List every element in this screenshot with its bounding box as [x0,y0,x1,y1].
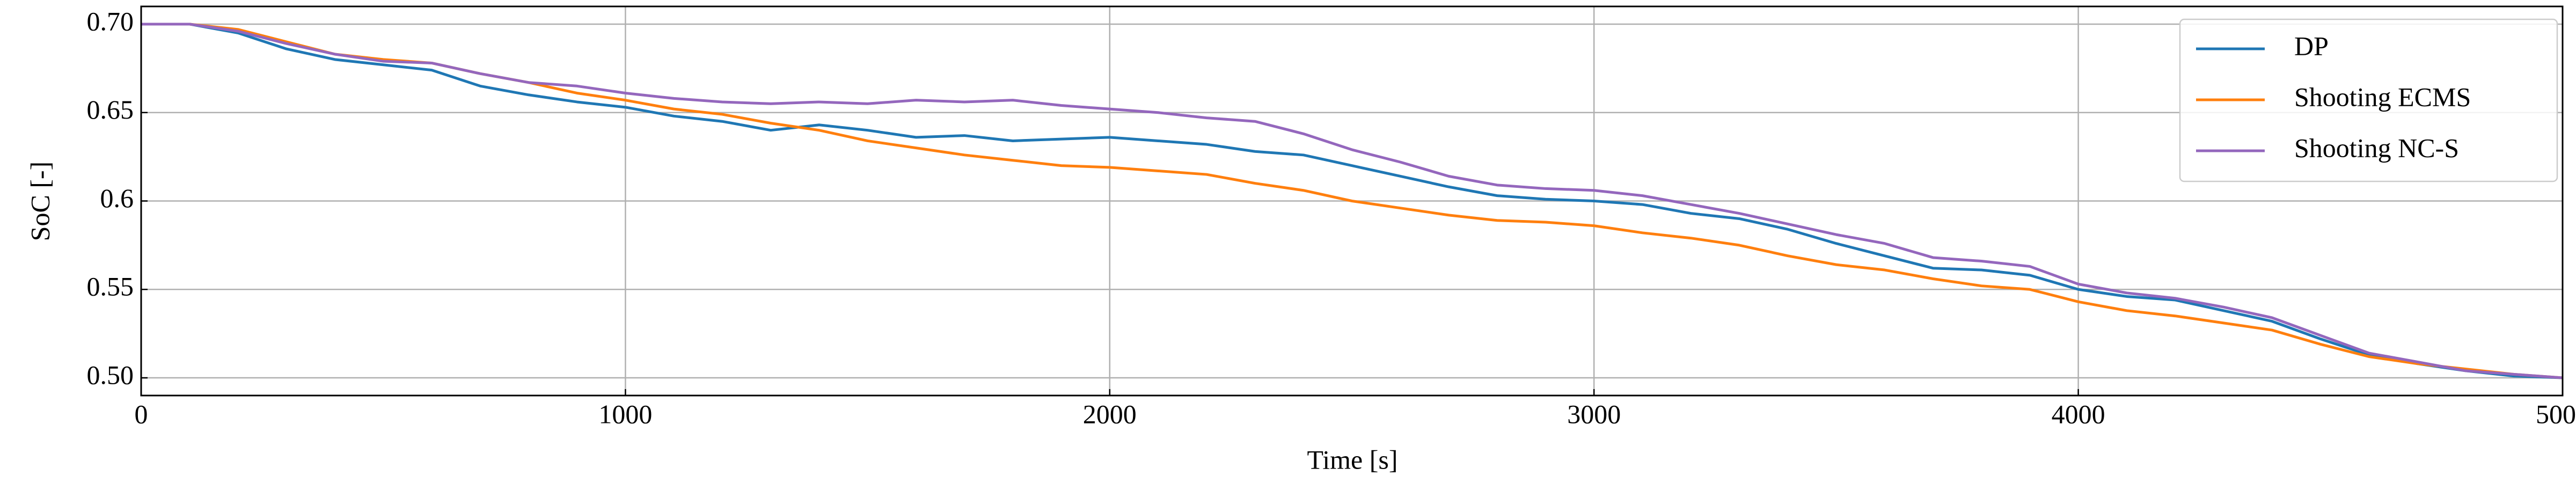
series-line [141,23,2563,379]
series-line [141,23,2563,379]
series-line [141,23,2563,379]
y-tick-label: 0.70 [87,6,134,36]
x-tick-label: 4000 [2052,399,2105,429]
plot-frame [140,5,2564,397]
y-tick-label: 0.6 [100,183,134,213]
legend-label: DP [2294,31,2329,61]
legend-label: Shooting ECMS [2294,82,2471,112]
x-axis-label: Time [s] [1307,444,1397,474]
x-tick-label: 0 [135,399,148,429]
x-tick-label: 5000 [2536,399,2576,429]
y-axis-label: SoC [-] [25,162,55,241]
y-tick-label: 0.65 [87,94,134,125]
legend-label: Shooting NC-S [2294,133,2459,163]
x-tick-label: 2000 [1083,399,1137,429]
x-tick-label: 1000 [598,399,652,429]
y-tick-label: 0.50 [87,360,134,390]
x-tick-label: 3000 [1567,399,1621,429]
legend-box [2179,18,2558,182]
y-tick-label: 0.55 [87,272,134,302]
